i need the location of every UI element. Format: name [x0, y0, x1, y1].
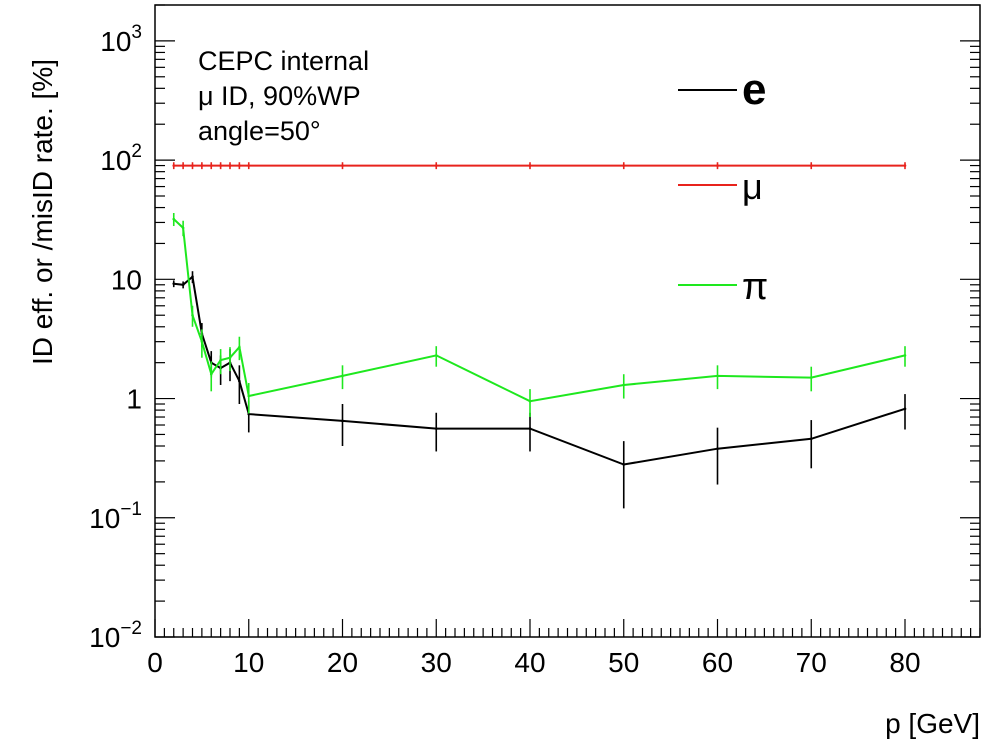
x-tick-label: 50 [608, 647, 639, 678]
data-point [228, 356, 232, 360]
data-point [181, 283, 185, 287]
x-tick-label: 20 [327, 647, 358, 678]
data-point [172, 282, 176, 285]
data-point [238, 379, 241, 383]
data-point [341, 419, 344, 423]
series-line [173, 274, 906, 466]
y-tick-label: 102 [100, 141, 142, 176]
data-point [191, 164, 194, 167]
y-tick-label: 10−2 [89, 618, 142, 653]
data-point [247, 164, 251, 167]
legend-label: π [742, 266, 768, 308]
annotation-line-3: angle=50° [198, 116, 321, 146]
series-2 [172, 213, 907, 418]
data-point [191, 313, 194, 317]
data-point [200, 164, 204, 167]
data-point [716, 447, 719, 450]
x-tick-label: 60 [702, 647, 733, 678]
x-tick-label: 40 [514, 647, 545, 678]
data-point [622, 463, 626, 466]
y-axis-title: ID eff. or /misID rate. [%] [27, 59, 58, 365]
data-point [238, 164, 241, 167]
legend: e μ π [678, 65, 768, 308]
data-point [172, 164, 176, 167]
data-point [341, 374, 344, 378]
data-point [809, 164, 813, 167]
data-point [716, 374, 719, 378]
data-point [528, 399, 532, 403]
y-tick-label: 103 [100, 22, 142, 57]
data-point [528, 164, 532, 167]
data-point [181, 226, 185, 230]
data-point [247, 394, 251, 398]
data-point [622, 164, 626, 167]
annotation-line-2: μ ID, 90%WP [198, 81, 361, 111]
data-point [434, 164, 438, 167]
data-point [181, 164, 185, 167]
data-point [528, 427, 532, 430]
y-tick-label: 10 [111, 264, 142, 295]
series-1 [172, 162, 907, 170]
data-point [716, 164, 719, 167]
annotation-line-1: CEPC internal [198, 46, 369, 76]
data-point [219, 358, 222, 362]
data-point [191, 275, 194, 279]
x-axis-title: p [GeV] [885, 708, 980, 739]
y-tick-label: 1 [126, 384, 142, 415]
x-tick-label: 0 [147, 647, 163, 678]
axis-ticks [154, 4, 981, 638]
data-point [172, 217, 176, 221]
x-tick-label: 70 [796, 647, 827, 678]
data-point [434, 354, 438, 357]
data-point [209, 372, 213, 376]
x-tick-label: 30 [421, 647, 452, 678]
data-point [238, 345, 241, 349]
series-line [173, 218, 906, 403]
y-tick-label: 10−1 [89, 499, 142, 534]
legend-label: e [742, 65, 766, 114]
data-point [341, 164, 344, 167]
data-point [219, 164, 222, 167]
x-tick-label: 10 [233, 647, 264, 678]
data-point [903, 164, 907, 167]
data-point [903, 407, 907, 411]
data-point [903, 354, 907, 357]
data-point [209, 164, 213, 167]
data-point [228, 164, 232, 167]
data-point [247, 412, 251, 416]
x-tick-labels: 0 10 20 30 40 50 60 70 80 [147, 647, 920, 678]
data-point [200, 340, 204, 343]
x-tick-label: 80 [889, 647, 920, 678]
legend-label: μ [742, 166, 763, 207]
data-point [809, 437, 813, 441]
series-layer [172, 162, 907, 509]
data-point [809, 376, 813, 379]
data-point [622, 383, 626, 387]
data-point [434, 427, 438, 430]
